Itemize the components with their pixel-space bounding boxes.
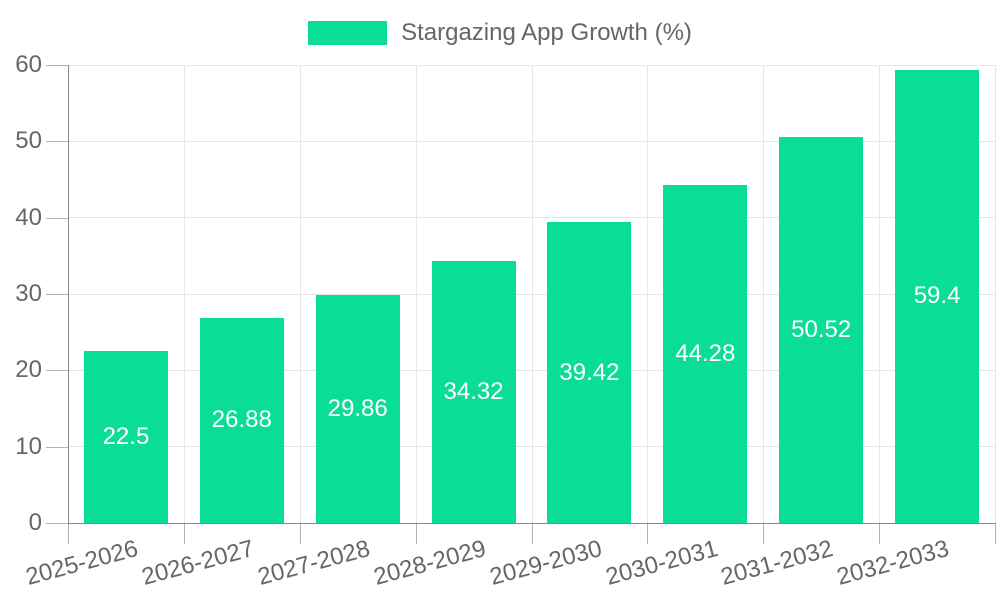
bar-value-label: 59.4 [913, 282, 961, 310]
x-gridline [415, 65, 417, 523]
y-gridline [69, 369, 996, 371]
bar-value-label: 34.32 [443, 378, 504, 405]
x-tick-label: 2025-2026 [23, 535, 141, 591]
x-tick-mark [184, 524, 185, 544]
x-tick-mark [647, 524, 648, 544]
x-tick-label: 2032-2033 [834, 535, 953, 591]
bar[interactable]: 29.86 [315, 295, 400, 523]
y-tick-label: 50 [15, 127, 42, 155]
x-tick-label: 2027-2028 [254, 535, 373, 591]
y-tick-label: 40 [15, 203, 42, 231]
y-gridline [69, 140, 996, 142]
legend-swatch[interactable] [308, 21, 388, 45]
x-tick-mark [68, 524, 69, 544]
bar[interactable]: 50.52 [779, 137, 864, 523]
x-tick-label: 2029-2030 [486, 535, 605, 591]
bar-value-label: 29.86 [327, 395, 388, 423]
y-tick-label: 60 [15, 51, 42, 78]
bar[interactable]: 39.42 [547, 222, 632, 523]
x-gridline [647, 65, 649, 523]
x-gridline [763, 65, 765, 523]
bar-value-label: 50.52 [791, 316, 852, 344]
x-gridline [183, 65, 185, 523]
x-tick-label: 2026-2027 [138, 535, 257, 591]
y-tick-mark [46, 523, 68, 524]
x-gridline [299, 65, 301, 523]
y-tick-label: 10 [15, 432, 42, 460]
x-tick-label: 2031-2032 [718, 535, 837, 591]
x-tick-mark [416, 524, 417, 544]
bar[interactable]: 34.32 [431, 261, 516, 523]
y-tick-mark [46, 370, 68, 372]
x-tick-mark [300, 524, 301, 544]
x-gridline [995, 65, 996, 523]
y-gridline [69, 64, 996, 66]
y-tick-label: 20 [15, 356, 42, 384]
x-tick-mark [763, 524, 764, 544]
y-tick-mark [46, 217, 68, 219]
x-tick-label: 2030-2031 [602, 535, 721, 591]
y-tick-label: 0 [28, 509, 42, 536]
legend-label: Stargazing App Growth (%) [401, 19, 692, 46]
legend-item[interactable]: Stargazing App Growth (%) [0, 19, 1000, 47]
x-gridline [879, 65, 881, 523]
x-gridline [531, 65, 533, 523]
bar-value-label: 39.42 [559, 358, 620, 386]
bar[interactable]: 22.5 [83, 351, 168, 523]
y-tick-mark [46, 65, 68, 66]
y-tick-label: 30 [15, 280, 42, 307]
plot-area [68, 64, 996, 524]
y-tick-mark [46, 446, 68, 448]
y-tick-mark [46, 294, 68, 295]
x-tick-mark [532, 524, 533, 544]
bar[interactable]: 44.28 [663, 184, 748, 523]
bar-value-label: 44.28 [675, 339, 736, 367]
x-tick-mark [995, 524, 996, 544]
y-gridline [69, 446, 996, 448]
bar-value-label: 22.5 [102, 423, 150, 451]
bar[interactable]: 59.4 [895, 69, 980, 523]
bar-value-label: 26.88 [211, 406, 272, 434]
x-tick-label: 2028-2029 [370, 535, 489, 591]
y-gridline [69, 217, 996, 219]
y-tick-mark [46, 141, 68, 143]
x-tick-mark [879, 524, 880, 544]
y-gridline [69, 293, 996, 295]
bar[interactable]: 26.88 [199, 317, 284, 523]
